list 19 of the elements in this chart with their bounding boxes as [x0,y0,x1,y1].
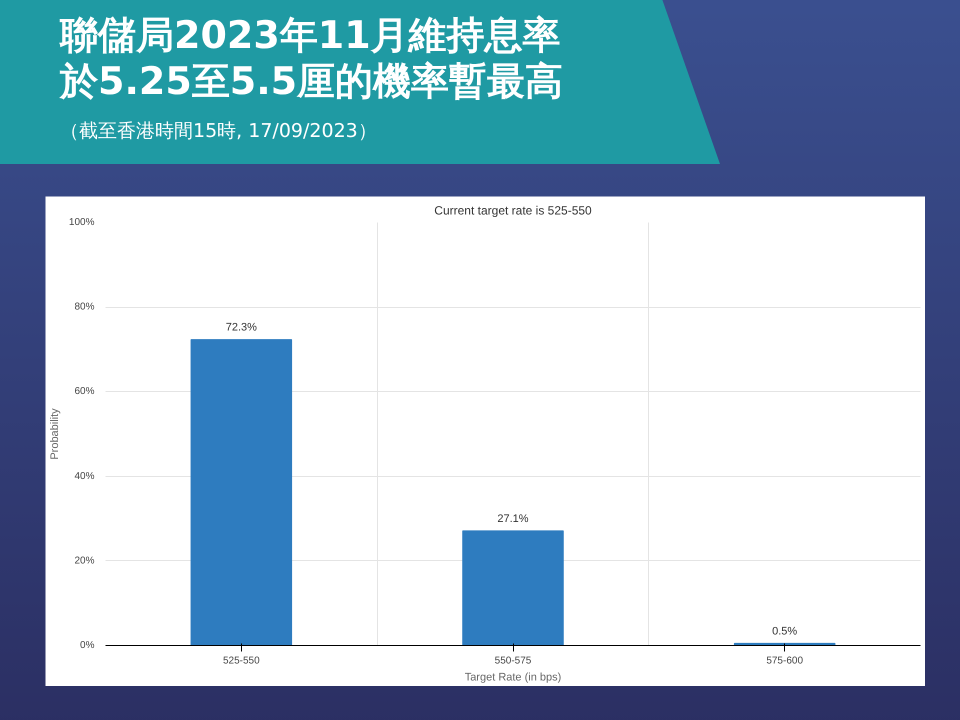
y-tick-label: 80% [74,302,95,313]
x-axis-title: Target Rate (in bps) [464,672,562,684]
x-tick-label: 550-575 [494,656,532,666]
y-tick-label: 100% [68,217,95,228]
bar [190,339,292,646]
y-tick-label: 20% [74,555,95,566]
bar [462,530,564,646]
x-tick-label: 525-550 [222,656,260,666]
data-label: 0.5% [772,625,798,638]
data-label: 72.3% [226,322,258,334]
y-tick-label: 60% [74,386,95,398]
chart-subtitle: Current target rate is 525-550 [434,204,592,218]
y-tick-label: 40% [74,470,95,482]
text: （截至香港時間15時, 17/09/2023） [60,119,378,144]
data-label: 27.1% [497,512,529,525]
y-axis-title: Probability [48,408,61,460]
y-tick-label: 0% [80,640,95,651]
chart-title: 聯儲局2023年11月維持息率於5.25至5.5厘的機率暫最高 [60,12,564,104]
x-tick-label: 575-600 [766,656,804,666]
